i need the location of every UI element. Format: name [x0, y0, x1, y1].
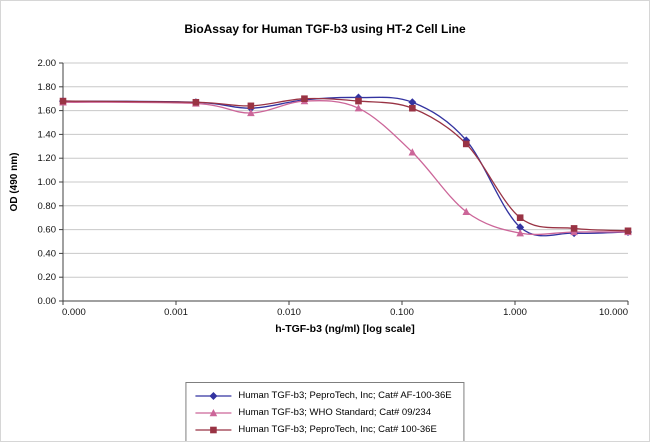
- square-marker: [301, 95, 308, 102]
- legend-label: Human TGF-b3; WHO Standard; Cat# 09/234: [238, 407, 431, 418]
- y-tick-label: 1.40: [38, 129, 57, 140]
- square-marker: [192, 98, 200, 106]
- legend-square-icon: [195, 426, 232, 433]
- y-tick-label: 0.80: [38, 201, 57, 212]
- square-marker: [462, 140, 470, 148]
- square-marker: [516, 214, 524, 221]
- y-tick-label: 0.40: [38, 248, 57, 259]
- x-tick-label: 0.001: [164, 307, 188, 318]
- square-marker: [210, 426, 217, 433]
- y-tick-label: 1.60: [38, 106, 57, 117]
- plot-area: 2.00 1.80 1.60 1.40 1.20 1.00 0.80 0.60 0.40 0.20…: [38, 58, 632, 318]
- square-marker: [570, 225, 578, 232]
- square-marker: [624, 227, 632, 235]
- legend-diamond-icon: [195, 391, 232, 400]
- square-marker: [409, 104, 416, 112]
- y-tick-label: 2.00: [38, 58, 57, 69]
- chart-title: BioAssay for Human TGF-b3 using HT-2 Cel…: [184, 22, 466, 36]
- square-marker: [355, 97, 362, 105]
- diamond-marker: [408, 98, 417, 107]
- legend-box: Human TGF-b3; PeproTech, Inc; Cat# AF-10…: [185, 382, 465, 441]
- y-tick-label: 1.00: [38, 177, 57, 188]
- y-tick-label: 0.00: [38, 296, 57, 307]
- y-tick-label: 0.60: [38, 225, 57, 236]
- square-marker: [59, 97, 67, 105]
- diamond-marker: [209, 391, 218, 400]
- square-marker: [247, 102, 255, 110]
- series-line: [62, 96, 629, 237]
- legend-label: Human TGF-b3; PeproTech, Inc; Cat# AF-10…: [238, 390, 452, 401]
- triangle-marker: [354, 104, 363, 112]
- x-tick-label: 1.000: [503, 307, 527, 318]
- diamond-marker: [516, 223, 525, 232]
- x-tick-label: 10.000: [599, 307, 628, 318]
- triangle-marker: [462, 207, 471, 215]
- legend-item: Human TGF-b3; PeproTech, Inc; Cat# 100-3…: [194, 422, 451, 437]
- y-tick-label: 1.80: [38, 82, 57, 93]
- x-tick-label: 0.000: [62, 307, 86, 318]
- triangle-marker: [516, 229, 524, 237]
- y-tick-label: 0.20: [38, 272, 57, 283]
- x-tick-label: 0.100: [390, 307, 414, 318]
- legend-item: Human TGF-b3; WHO Standard; Cat# 09/234: [194, 405, 451, 420]
- x-axis-title: h-TGF-b3 (ng/ml) [log scale]: [275, 323, 414, 335]
- series-line: [62, 100, 629, 236]
- x-tick-label: 0.010: [277, 307, 301, 318]
- y-axis-title: OD (490 nm): [9, 153, 20, 212]
- legend-label: Human TGF-b3; PeproTech, Inc; Cat# 100-3…: [238, 424, 437, 435]
- legend-triangle-icon: [195, 408, 232, 416]
- chart-canvas: OD (490 nm) h-TGF-b3 (ng/ml) [log scale]…: [9, 58, 632, 335]
- triangle-marker: [209, 408, 218, 416]
- triangle-marker: [408, 148, 417, 156]
- y-tick-label: 1.20: [38, 153, 57, 164]
- triangle-marker: [247, 108, 255, 117]
- series-line: [62, 97, 629, 232]
- legend-item: Human TGF-b3; PeproTech, Inc; Cat# AF-10…: [194, 388, 452, 403]
